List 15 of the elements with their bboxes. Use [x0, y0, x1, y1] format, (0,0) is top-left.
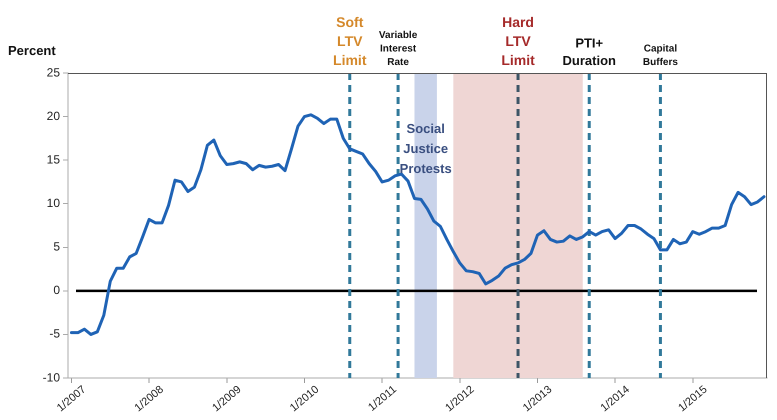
band-label: Social Justice Protests — [400, 121, 452, 176]
y-tick-label: 20 — [46, 108, 60, 123]
y-tick-label: 0 — [53, 283, 60, 298]
y-tick-label: 10 — [46, 196, 60, 210]
ref-line-label: Hard LTV Limit — [501, 14, 536, 68]
y-tick-label: -10 — [42, 370, 60, 384]
ref-line-label: PTI+ Duration — [562, 35, 616, 68]
y-tick-label: 5 — [53, 240, 60, 254]
y-axis-title: Percent — [8, 43, 56, 58]
ref-line-label: Variable Interest Rate — [378, 30, 418, 68]
ref-line-label: Soft LTV Limit — [333, 14, 367, 68]
ref-line-label: Capital Buffers — [642, 44, 678, 68]
y-tick-label: 15 — [46, 152, 60, 166]
y-tick-label: 25 — [46, 65, 60, 80]
y-tick-label: -5 — [49, 326, 60, 341]
